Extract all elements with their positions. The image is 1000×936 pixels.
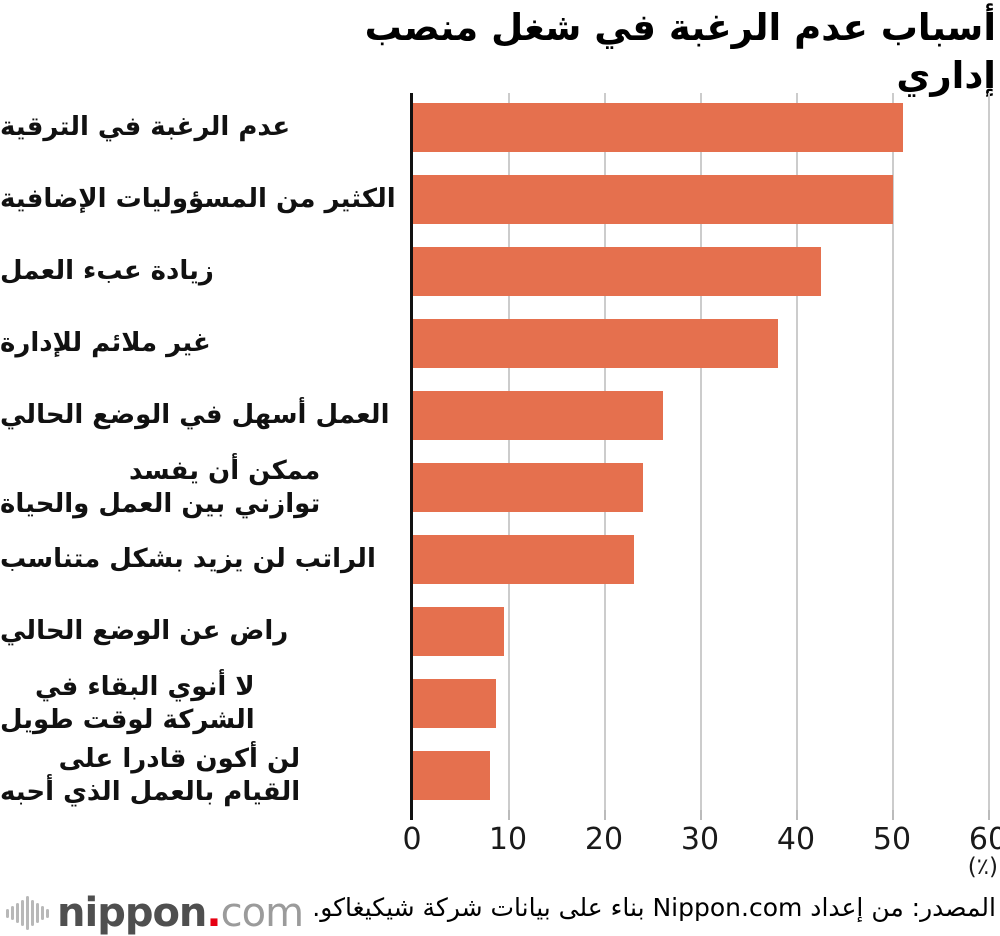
tick-mark-10 — [508, 810, 510, 820]
nippon-logo: nippon.com — [6, 890, 304, 936]
gridline-40 — [796, 93, 798, 810]
gridline-50 — [892, 93, 894, 810]
x-tick-label: 10 — [488, 822, 528, 857]
category-label: العمل أسهل في الوضع الحالي — [0, 400, 390, 430]
tick-mark-50 — [892, 810, 894, 820]
soundwave-icon — [6, 896, 49, 930]
tick-mark-40 — [796, 810, 798, 820]
category-label: زيادة عبء العمل — [0, 256, 214, 286]
gridline-10 — [508, 93, 510, 810]
y-axis-line — [410, 93, 413, 820]
category-label: ممكن أن يفسد توازني بين العمل والحياة — [0, 455, 321, 519]
category-label: لن أكون قادرا على القيام بالعمل الذي أحب… — [0, 743, 301, 807]
tick-mark-20 — [604, 810, 606, 820]
bar — [413, 607, 504, 656]
category-label: راض عن الوضع الحالي — [0, 616, 289, 646]
percent-unit-label: (٪) — [967, 854, 998, 880]
bar — [413, 535, 634, 584]
bar — [413, 463, 643, 512]
x-tick-label: 20 — [584, 822, 624, 857]
nippon-logo-text: nippon.com — [57, 890, 304, 936]
category-label: الكثير من المسؤوليات الإضافية — [0, 184, 396, 214]
logo-dot: . — [206, 890, 221, 936]
x-tick-label: 30 — [680, 822, 720, 857]
logo-tld: com — [220, 890, 304, 936]
bar — [413, 751, 490, 800]
x-tick-label: 60 — [968, 822, 1000, 857]
gridline-20 — [604, 93, 606, 810]
category-label: الراتب لن يزيد بشكل متناسب — [0, 544, 376, 574]
chart-title: أسباب عدم الرغبة في شغل منصب إداري — [364, 6, 996, 98]
bar — [413, 247, 821, 296]
gridline-30 — [700, 93, 702, 810]
tick-mark-60 — [988, 810, 990, 820]
x-tick-label: 40 — [776, 822, 816, 857]
category-label: عدم الرغبة في الترقية — [0, 112, 291, 142]
bar — [413, 319, 778, 368]
bar — [413, 103, 903, 152]
bar — [413, 391, 663, 440]
source-credit: المصدر: من إعداد Nippon.com بناء على بيا… — [312, 893, 996, 922]
logo-name: nippon — [57, 890, 207, 936]
x-tick-label: 0 — [402, 822, 422, 857]
tick-mark-30 — [700, 810, 702, 820]
x-tick-label: 50 — [872, 822, 912, 857]
gridline-60 — [988, 93, 990, 810]
category-label: لا أنوي البقاء في الشركة لوقت طويل — [0, 671, 255, 735]
bar — [413, 175, 893, 224]
bar — [413, 679, 496, 728]
category-label: غير ملائم للإدارة — [0, 328, 211, 358]
